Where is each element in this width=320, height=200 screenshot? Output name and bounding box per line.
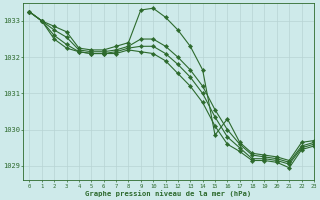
X-axis label: Graphe pression niveau de la mer (hPa): Graphe pression niveau de la mer (hPa)	[85, 190, 252, 197]
